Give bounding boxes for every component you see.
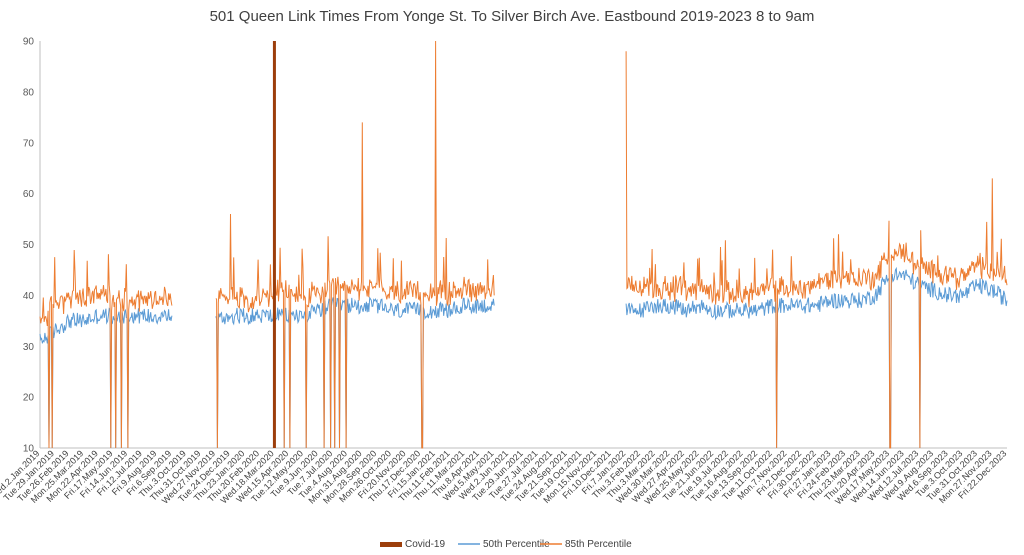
y-tick-label: 50: [23, 240, 35, 251]
chart-title: 501 Queen Link Times From Yonge St. To S…: [209, 8, 815, 25]
legend-label: Covid-19: [405, 539, 445, 550]
y-tick-label: 60: [23, 189, 35, 200]
y-tick-label: 80: [23, 87, 35, 98]
series-50th-percentile-line: [39, 307, 173, 449]
y-tick-label: 10: [23, 444, 35, 455]
covid-19-marker-bar: [272, 41, 276, 448]
legend-label: 85th Percentile: [565, 539, 632, 550]
series-50th-percentile-line: [215, 296, 495, 449]
y-tick-label: 20: [23, 393, 35, 404]
y-tick-label: 70: [23, 138, 35, 149]
series-50th-percentile-line: [625, 266, 1008, 449]
series-85th-percentile-line: [39, 249, 173, 449]
legend-swatch-covid-19: [380, 542, 402, 547]
series-85th-percentile-line: [625, 51, 1008, 449]
y-tick-label: 30: [23, 342, 35, 353]
legend-label: 50th Percentile: [483, 539, 550, 550]
series-85th-percentile-line: [215, 40, 495, 449]
y-tick-label: 90: [23, 37, 35, 48]
y-tick-label: 40: [23, 291, 35, 302]
